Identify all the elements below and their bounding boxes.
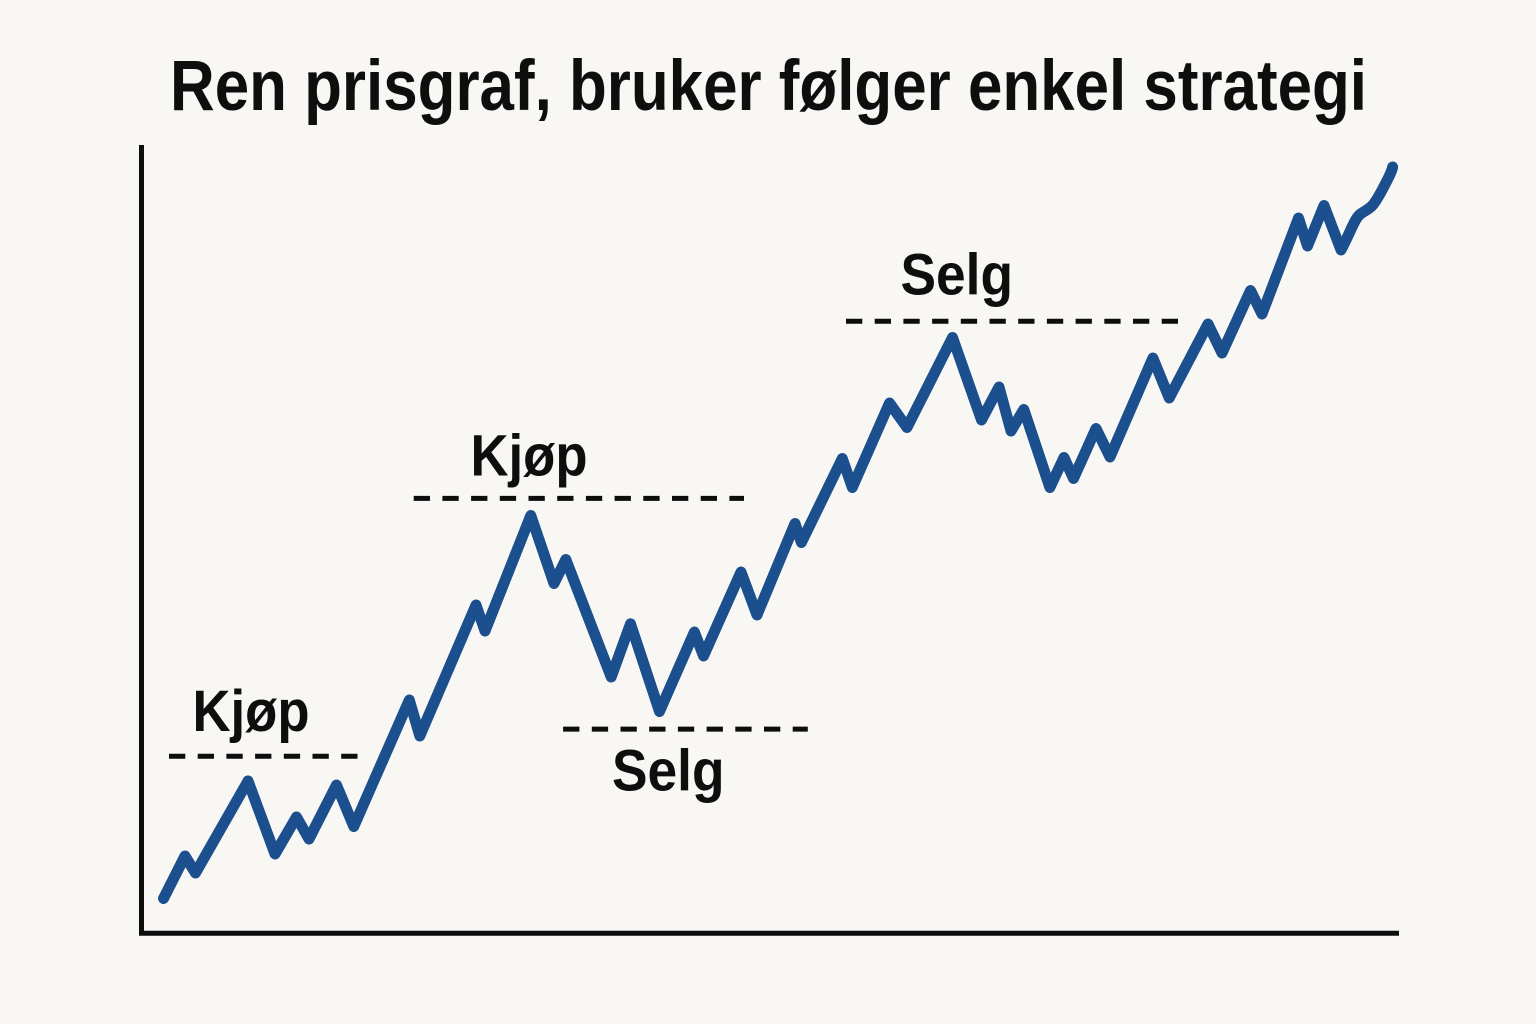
svg-text:Kjøp: Kjøp [471, 424, 588, 489]
svg-text:Kjøp: Kjøp [193, 679, 310, 744]
svg-text:Ren prisgraf, bruker følger en: Ren prisgraf, bruker følger enkel strate… [170, 47, 1367, 126]
svg-text:Selg: Selg [901, 243, 1014, 308]
svg-text:Selg: Selg [612, 739, 725, 804]
